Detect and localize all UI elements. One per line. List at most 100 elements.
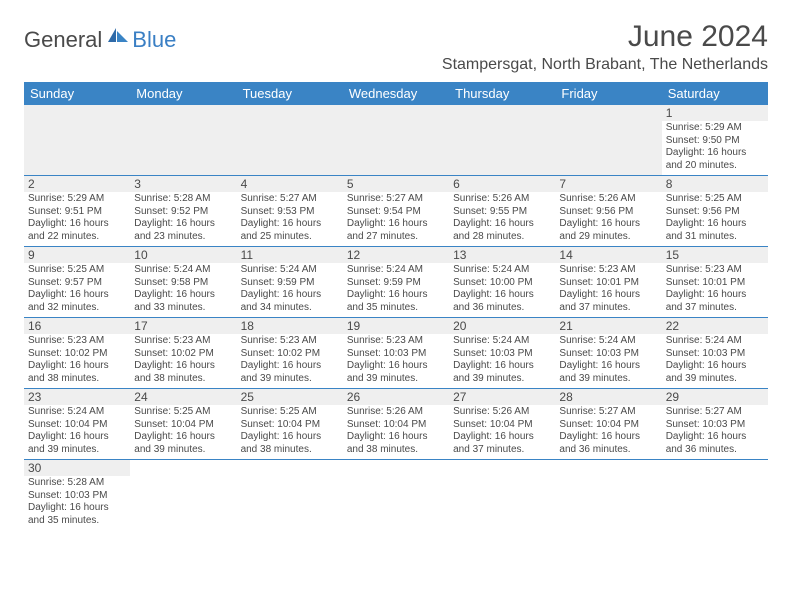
day-header: Saturday	[662, 82, 768, 105]
day-number: 30	[24, 460, 130, 476]
calendar-cell: 13Sunrise: 5:24 AMSunset: 10:00 PMDaylig…	[449, 247, 555, 318]
day-details: Sunrise: 5:28 AMSunset: 9:52 PMDaylight:…	[134, 193, 232, 243]
day-header: Wednesday	[343, 82, 449, 105]
calendar-cell: 26Sunrise: 5:26 AMSunset: 10:04 PMDaylig…	[343, 389, 449, 460]
day-number: 29	[662, 389, 768, 405]
calendar-cell: 24Sunrise: 5:25 AMSunset: 10:04 PMDaylig…	[130, 389, 236, 460]
calendar-row: 23Sunrise: 5:24 AMSunset: 10:04 PMDaylig…	[24, 389, 768, 460]
location-subtitle: Stampersgat, North Brabant, The Netherla…	[442, 56, 768, 74]
day-number: 15	[662, 247, 768, 263]
day-number: 1	[662, 105, 768, 121]
day-number: 20	[449, 318, 555, 334]
day-details: Sunrise: 5:23 AMSunset: 10:01 PMDaylight…	[666, 264, 764, 314]
day-details: Sunrise: 5:24 AMSunset: 10:03 PMDaylight…	[453, 335, 551, 385]
day-details: Sunrise: 5:23 AMSunset: 10:03 PMDaylight…	[347, 335, 445, 385]
calendar-row: 16Sunrise: 5:23 AMSunset: 10:02 PMDaylig…	[24, 318, 768, 389]
day-details: Sunrise: 5:25 AMSunset: 9:57 PMDaylight:…	[28, 264, 126, 314]
calendar-cell: 4Sunrise: 5:27 AMSunset: 9:53 PMDaylight…	[237, 176, 343, 247]
day-header: Monday	[130, 82, 236, 105]
day-number: 19	[343, 318, 449, 334]
calendar-cell: 14Sunrise: 5:23 AMSunset: 10:01 PMDaylig…	[555, 247, 661, 318]
calendar-cell	[24, 105, 130, 176]
calendar-cell: 1Sunrise: 5:29 AMSunset: 9:50 PMDaylight…	[662, 105, 768, 176]
day-number: 7	[555, 176, 661, 192]
day-details: Sunrise: 5:25 AMSunset: 10:04 PMDaylight…	[134, 406, 232, 456]
calendar-cell: 25Sunrise: 5:25 AMSunset: 10:04 PMDaylig…	[237, 389, 343, 460]
calendar-cell	[555, 460, 661, 531]
day-details: Sunrise: 5:29 AMSunset: 9:50 PMDaylight:…	[666, 122, 764, 172]
calendar-cell	[449, 105, 555, 176]
day-number: 16	[24, 318, 130, 334]
month-title: June 2024	[442, 20, 768, 54]
calendar-cell: 19Sunrise: 5:23 AMSunset: 10:03 PMDaylig…	[343, 318, 449, 389]
calendar-row: 2Sunrise: 5:29 AMSunset: 9:51 PMDaylight…	[24, 176, 768, 247]
day-details: Sunrise: 5:26 AMSunset: 9:55 PMDaylight:…	[453, 193, 551, 243]
calendar-cell	[237, 460, 343, 531]
day-number: 23	[24, 389, 130, 405]
day-details: Sunrise: 5:27 AMSunset: 9:53 PMDaylight:…	[241, 193, 339, 243]
day-details: Sunrise: 5:25 AMSunset: 10:04 PMDaylight…	[241, 406, 339, 456]
day-details: Sunrise: 5:23 AMSunset: 10:02 PMDaylight…	[134, 335, 232, 385]
day-number: 12	[343, 247, 449, 263]
logo: General Blue	[24, 26, 176, 53]
day-number: 5	[343, 176, 449, 192]
calendar-cell: 29Sunrise: 5:27 AMSunset: 10:03 PMDaylig…	[662, 389, 768, 460]
calendar-cell: 5Sunrise: 5:27 AMSunset: 9:54 PMDaylight…	[343, 176, 449, 247]
calendar-cell: 20Sunrise: 5:24 AMSunset: 10:03 PMDaylig…	[449, 318, 555, 389]
day-number: 26	[343, 389, 449, 405]
calendar-body: 1Sunrise: 5:29 AMSunset: 9:50 PMDaylight…	[24, 105, 768, 530]
calendar-cell: 28Sunrise: 5:27 AMSunset: 10:04 PMDaylig…	[555, 389, 661, 460]
calendar-cell: 3Sunrise: 5:28 AMSunset: 9:52 PMDaylight…	[130, 176, 236, 247]
day-number: 10	[130, 247, 236, 263]
calendar-cell: 12Sunrise: 5:24 AMSunset: 9:59 PMDayligh…	[343, 247, 449, 318]
calendar-cell: 11Sunrise: 5:24 AMSunset: 9:59 PMDayligh…	[237, 247, 343, 318]
calendar-cell: 22Sunrise: 5:24 AMSunset: 10:03 PMDaylig…	[662, 318, 768, 389]
calendar-cell: 7Sunrise: 5:26 AMSunset: 9:56 PMDaylight…	[555, 176, 661, 247]
logo-text-general: General	[24, 27, 102, 53]
day-number: 25	[237, 389, 343, 405]
day-details: Sunrise: 5:28 AMSunset: 10:03 PMDaylight…	[28, 477, 126, 527]
calendar-cell	[343, 460, 449, 531]
calendar-cell: 10Sunrise: 5:24 AMSunset: 9:58 PMDayligh…	[130, 247, 236, 318]
logo-text-blue: Blue	[132, 27, 176, 53]
day-details: Sunrise: 5:23 AMSunset: 10:01 PMDaylight…	[559, 264, 657, 314]
day-number: 24	[130, 389, 236, 405]
calendar-cell	[449, 460, 555, 531]
calendar-cell: 15Sunrise: 5:23 AMSunset: 10:01 PMDaylig…	[662, 247, 768, 318]
day-details: Sunrise: 5:23 AMSunset: 10:02 PMDaylight…	[28, 335, 126, 385]
calendar-row: 1Sunrise: 5:29 AMSunset: 9:50 PMDaylight…	[24, 105, 768, 176]
day-details: Sunrise: 5:29 AMSunset: 9:51 PMDaylight:…	[28, 193, 126, 243]
calendar-cell	[130, 460, 236, 531]
calendar-cell: 21Sunrise: 5:24 AMSunset: 10:03 PMDaylig…	[555, 318, 661, 389]
day-number: 8	[662, 176, 768, 192]
calendar-cell	[237, 105, 343, 176]
header: General Blue June 2024 Stampersgat, Nort…	[24, 20, 768, 74]
calendar-cell: 8Sunrise: 5:25 AMSunset: 9:56 PMDaylight…	[662, 176, 768, 247]
day-number: 28	[555, 389, 661, 405]
day-number: 27	[449, 389, 555, 405]
day-details: Sunrise: 5:23 AMSunset: 10:02 PMDaylight…	[241, 335, 339, 385]
day-details: Sunrise: 5:24 AMSunset: 10:04 PMDaylight…	[28, 406, 126, 456]
calendar-cell: 9Sunrise: 5:25 AMSunset: 9:57 PMDaylight…	[24, 247, 130, 318]
day-number: 22	[662, 318, 768, 334]
day-header: Tuesday	[237, 82, 343, 105]
calendar-cell: 17Sunrise: 5:23 AMSunset: 10:02 PMDaylig…	[130, 318, 236, 389]
day-details: Sunrise: 5:24 AMSunset: 9:58 PMDaylight:…	[134, 264, 232, 314]
day-details: Sunrise: 5:24 AMSunset: 10:03 PMDaylight…	[559, 335, 657, 385]
day-number: 17	[130, 318, 236, 334]
day-number: 4	[237, 176, 343, 192]
calendar-cell: 6Sunrise: 5:26 AMSunset: 9:55 PMDaylight…	[449, 176, 555, 247]
day-header: Sunday	[24, 82, 130, 105]
day-number: 14	[555, 247, 661, 263]
day-number: 2	[24, 176, 130, 192]
day-number: 13	[449, 247, 555, 263]
calendar-cell	[662, 460, 768, 531]
calendar-row: 9Sunrise: 5:25 AMSunset: 9:57 PMDaylight…	[24, 247, 768, 318]
logo-sail-icon	[106, 26, 130, 49]
calendar-cell: 30Sunrise: 5:28 AMSunset: 10:03 PMDaylig…	[24, 460, 130, 531]
calendar-cell: 2Sunrise: 5:29 AMSunset: 9:51 PMDaylight…	[24, 176, 130, 247]
day-details: Sunrise: 5:24 AMSunset: 9:59 PMDaylight:…	[347, 264, 445, 314]
title-block: June 2024 Stampersgat, North Brabant, Th…	[442, 20, 768, 74]
calendar-cell: 18Sunrise: 5:23 AMSunset: 10:02 PMDaylig…	[237, 318, 343, 389]
day-header: Thursday	[449, 82, 555, 105]
